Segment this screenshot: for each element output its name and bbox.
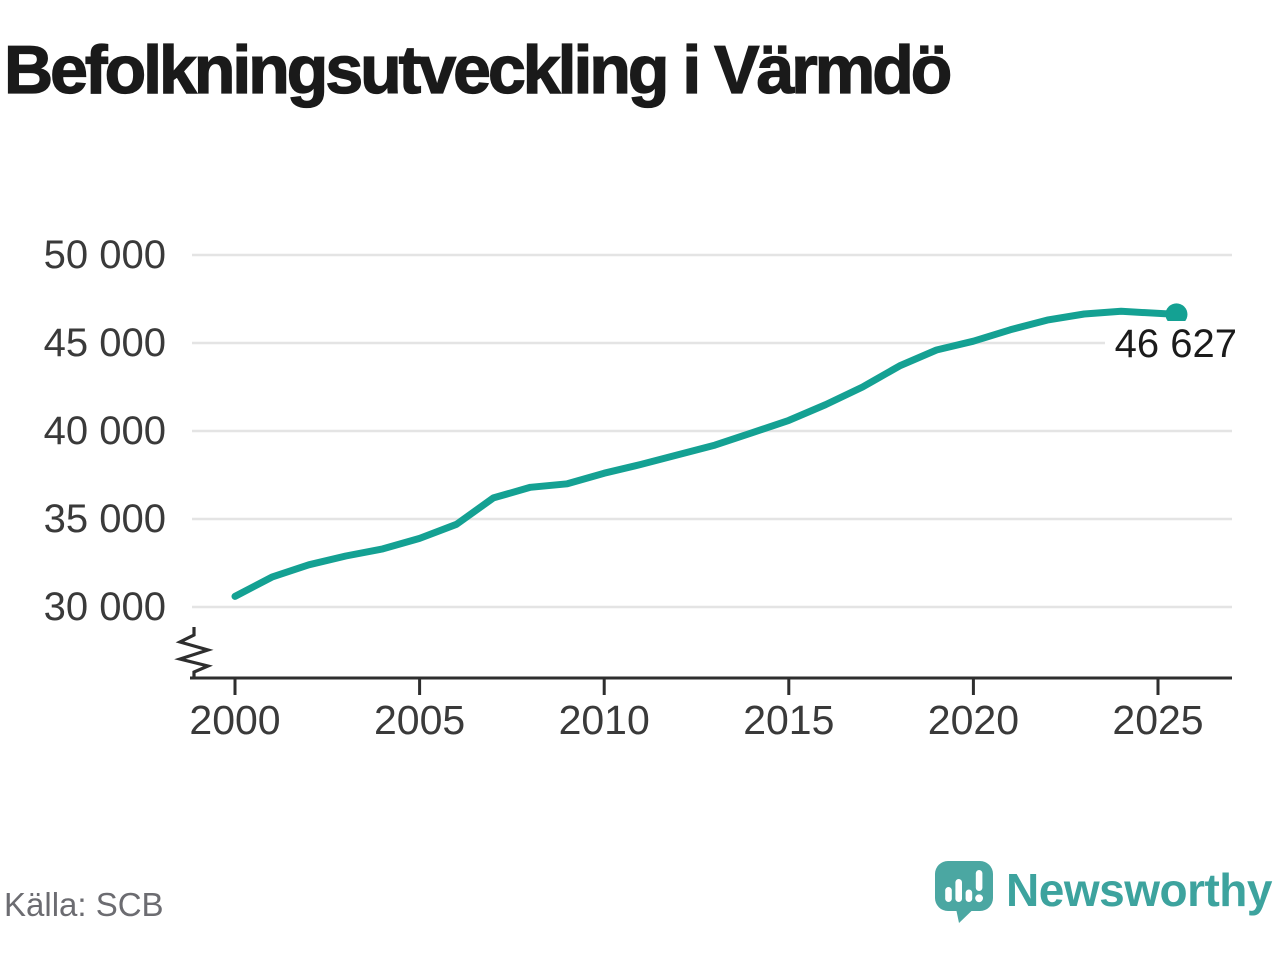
x-tick-label: 2020: [927, 697, 1019, 743]
latest-value-dot: [1165, 303, 1188, 326]
population-line-series: [231, 307, 1180, 600]
newsworthy-logo-text: Newsworthy: [1006, 864, 1272, 916]
y-tick-label: 45 000: [43, 321, 166, 365]
x-tick-label: 2015: [743, 697, 835, 743]
logo-bar-2: [955, 879, 963, 902]
logo-exclamation-dot: [975, 894, 984, 903]
source-label: Källa: SCB: [4, 886, 164, 923]
newsworthy-logo: Newsworthy: [933, 858, 1272, 926]
end-value-label: 46 627: [1104, 321, 1237, 367]
y-tick-label: 35 000: [43, 497, 166, 541]
x-tick-label: 2000: [189, 697, 281, 743]
logo-exclamation-bar: [975, 870, 983, 891]
y-tick-label: 30 000: [43, 585, 166, 629]
x-tick-label: 2010: [558, 697, 650, 743]
newsworthy-logo-icon: [935, 861, 994, 923]
logo-bar-3: [965, 889, 973, 902]
y-tick-label: 40 000: [43, 409, 166, 453]
chart-title: Befolkningsutveckling i Värmdö: [3, 32, 953, 108]
x-tick-label: 2025: [1112, 697, 1204, 743]
axis-break-icon: [174, 627, 214, 678]
x-tick-label: 2005: [373, 697, 466, 743]
logo-bar-1: [945, 887, 952, 902]
y-tick-label: 50 000: [43, 233, 166, 277]
